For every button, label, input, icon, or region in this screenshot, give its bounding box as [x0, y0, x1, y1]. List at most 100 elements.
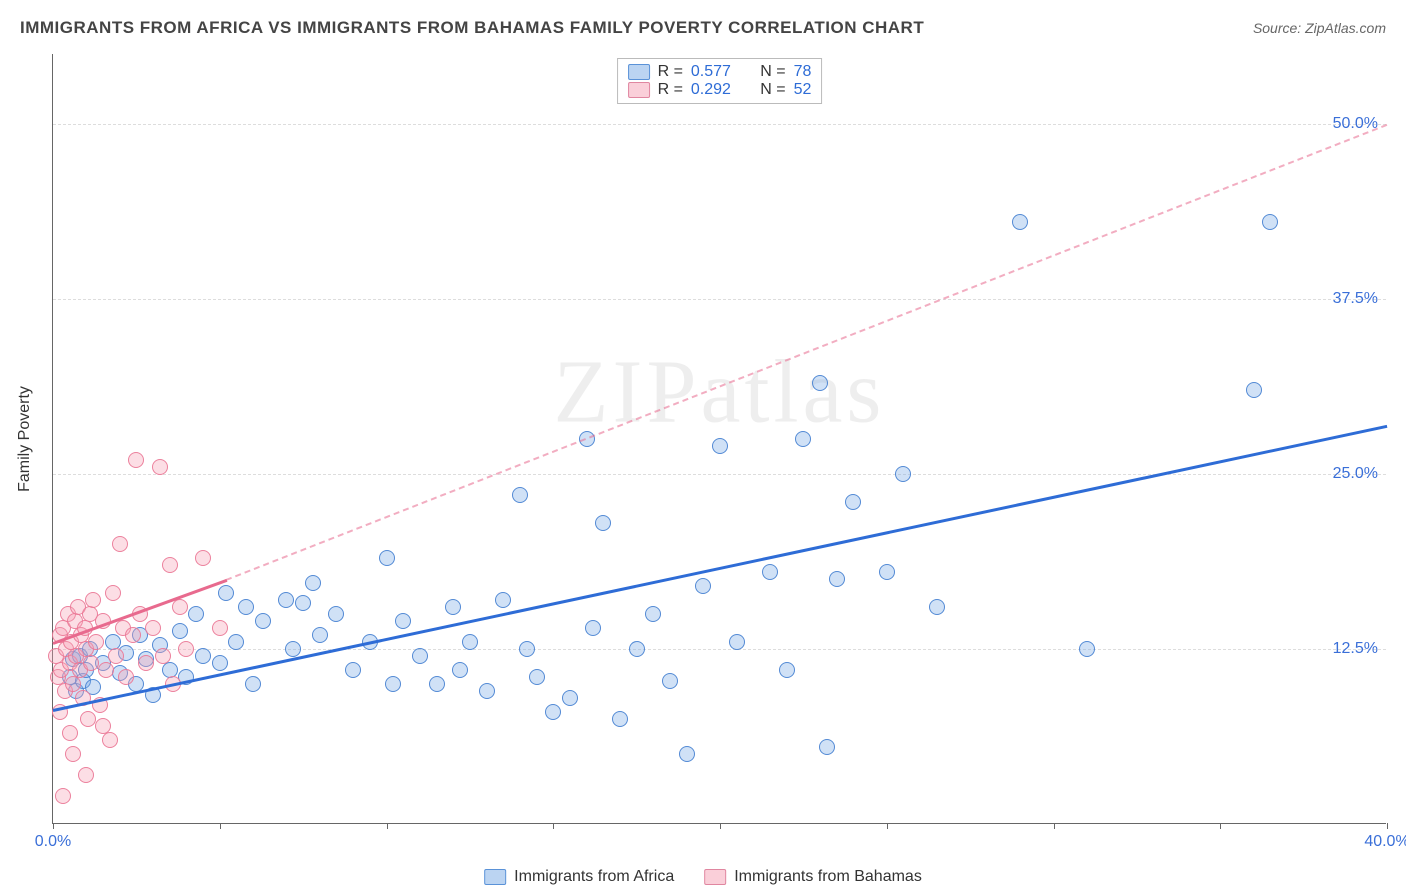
x-tick-label: 0.0% — [35, 833, 71, 851]
data-point — [195, 648, 211, 664]
data-point — [729, 634, 745, 650]
data-point — [645, 606, 661, 622]
stats-row: R = 0.292 N = 52 — [628, 81, 812, 99]
title-bar: IMMIGRANTS FROM AFRICA VS IMMIGRANTS FRO… — [20, 18, 1386, 38]
data-point — [452, 662, 468, 678]
gridline-h — [53, 124, 1386, 125]
data-point — [929, 599, 945, 615]
data-point — [128, 452, 144, 468]
data-point — [295, 595, 311, 611]
x-tick — [553, 823, 554, 829]
data-point — [78, 767, 94, 783]
stat-r-label: R = — [658, 81, 683, 99]
legend-label: Immigrants from Africa — [514, 868, 674, 886]
x-tick — [887, 823, 888, 829]
data-point — [779, 662, 795, 678]
data-point — [679, 746, 695, 762]
source-label: Source: ZipAtlas.com — [1253, 20, 1386, 36]
data-point — [795, 431, 811, 447]
x-tick — [1220, 823, 1221, 829]
data-point — [228, 634, 244, 650]
data-point — [895, 466, 911, 482]
data-point — [172, 599, 188, 615]
data-point — [595, 515, 611, 531]
bottom-legend: Immigrants from Africa Immigrants from Ba… — [484, 868, 922, 886]
data-point — [62, 725, 78, 741]
data-point — [519, 641, 535, 657]
gridline-h — [53, 299, 1386, 300]
data-point — [712, 438, 728, 454]
data-point — [1079, 641, 1095, 657]
data-point — [762, 564, 778, 580]
legend-label: Immigrants from Bahamas — [734, 868, 922, 886]
data-point — [155, 648, 171, 664]
data-point — [328, 606, 344, 622]
data-point — [95, 718, 111, 734]
data-point — [80, 711, 96, 727]
stat-n-label: N = — [760, 81, 785, 99]
data-point — [118, 669, 134, 685]
data-point — [495, 592, 511, 608]
x-tick — [720, 823, 721, 829]
data-point — [188, 606, 204, 622]
data-point — [545, 704, 561, 720]
data-point — [305, 575, 321, 591]
data-point — [1262, 214, 1278, 230]
legend-swatch — [628, 64, 650, 80]
legend-item: Immigrants from Bahamas — [704, 868, 922, 886]
watermark: ZIPatlas — [554, 341, 886, 444]
data-point — [278, 592, 294, 608]
data-point — [55, 788, 71, 804]
stats-row: R = 0.577 N = 78 — [628, 63, 812, 81]
data-point — [395, 613, 411, 629]
x-tick-label: 40.0% — [1364, 833, 1406, 851]
data-point — [65, 676, 81, 692]
data-point — [152, 459, 168, 475]
data-point — [819, 739, 835, 755]
stat-r-label: R = — [658, 63, 683, 81]
data-point — [662, 673, 678, 689]
x-tick — [1387, 823, 1388, 829]
y-axis-label: Family Poverty — [16, 386, 34, 492]
data-point — [812, 375, 828, 391]
data-point — [379, 550, 395, 566]
data-point — [218, 585, 234, 601]
data-point — [529, 669, 545, 685]
legend-swatch — [704, 869, 726, 885]
stat-r-value: 0.577 — [691, 63, 731, 81]
data-point — [429, 676, 445, 692]
data-point — [162, 557, 178, 573]
stats-box: R = 0.577 N = 78R = 0.292 N = 52 — [617, 58, 823, 104]
data-point — [238, 599, 254, 615]
data-point — [1012, 214, 1028, 230]
data-point — [585, 620, 601, 636]
data-point — [612, 711, 628, 727]
data-point — [85, 592, 101, 608]
y-tick-label: 37.5% — [1333, 290, 1378, 308]
data-point — [138, 655, 154, 671]
data-point — [385, 676, 401, 692]
data-point — [212, 620, 228, 636]
x-tick — [53, 823, 54, 829]
stat-r-value: 0.292 — [691, 81, 731, 99]
data-point — [879, 564, 895, 580]
data-point — [462, 634, 478, 650]
scatter-plot: ZIPatlas Family Poverty R = 0.577 N = 78… — [52, 54, 1386, 824]
trend-line — [226, 124, 1387, 581]
data-point — [479, 683, 495, 699]
data-point — [83, 655, 99, 671]
data-point — [445, 599, 461, 615]
data-point — [345, 662, 361, 678]
data-point — [98, 662, 114, 678]
data-point — [178, 641, 194, 657]
data-point — [212, 655, 228, 671]
data-point — [88, 634, 104, 650]
legend-item: Immigrants from Africa — [484, 868, 674, 886]
data-point — [102, 732, 118, 748]
data-point — [125, 627, 141, 643]
stat-n-label: N = — [760, 63, 785, 81]
data-point — [512, 487, 528, 503]
data-point — [845, 494, 861, 510]
y-tick-label: 25.0% — [1333, 465, 1378, 483]
data-point — [629, 641, 645, 657]
